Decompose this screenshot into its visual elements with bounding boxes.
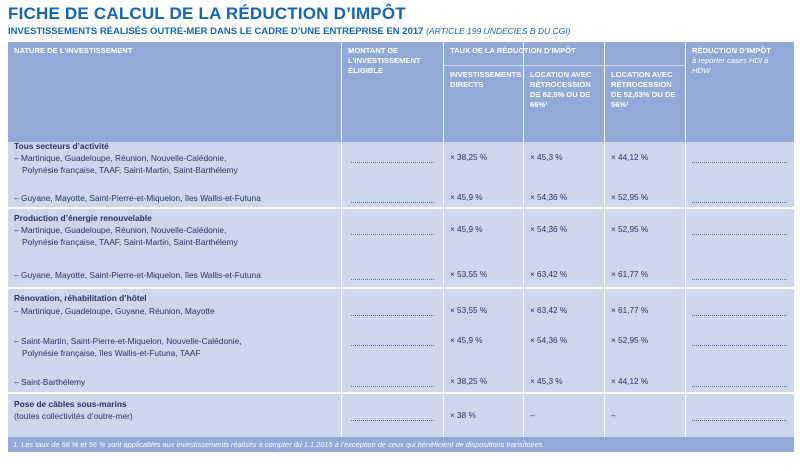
rate-location-5263: –	[611, 411, 616, 420]
reduction-field[interactable]	[692, 234, 787, 235]
header-reduction: RÉDUCTION D’IMPÔT à reporter cases HDI à…	[686, 42, 794, 142]
reduction-field[interactable]	[692, 386, 787, 387]
header-directs: INVESTISSEMENTS DIRECTS	[444, 66, 523, 142]
rate-directs: × 45,9 %	[450, 225, 483, 234]
amount-field[interactable]	[351, 420, 434, 421]
section-title: Tous secteurs d’activité	[14, 141, 109, 151]
amount-field[interactable]	[351, 279, 434, 280]
rate-location-625: × 45,3 %	[530, 377, 563, 386]
rate-location-5263: × 52,95 %	[611, 336, 649, 345]
rate-location-625: × 54,36 %	[530, 193, 568, 202]
row-label: – Guyane, Mayotte, Saint-Pierre-et-Mique…	[14, 193, 261, 203]
rate-location-5263: × 44,12 %	[611, 377, 649, 386]
page-title: FICHE DE CALCUL DE LA RÉDUCTION D’IMPÔT	[8, 4, 406, 23]
row-label: (toutes collectivités d’outre-mer)	[14, 411, 133, 421]
rate-directs: × 38,25 %	[450, 377, 488, 386]
rate-location-625: × 63,42 %	[530, 270, 568, 279]
reduction-field[interactable]	[692, 202, 787, 203]
header-montant: MONTANT DE L’INVESTISSEMENT ÉLIGIBLE	[342, 42, 443, 142]
reduction-field[interactable]	[692, 162, 787, 163]
header-location-5263: LOCATION AVEC RÉTROCESSION DE 52,63% OU …	[605, 66, 685, 142]
amount-field[interactable]	[351, 345, 434, 346]
row-label: – Martinique, Guadeloupe, Réunion, Nouve…	[14, 153, 227, 163]
rate-directs: × 53,55 %	[450, 306, 488, 315]
header-taux: TAUX DE LA RÉDUCTION D’IMPÔT	[444, 42, 685, 65]
calculation-table: NATURE DE L’INVESTISSEMENT MONTANT DE L’…	[8, 42, 794, 452]
rate-location-625: × 45,3 %	[530, 153, 563, 162]
header-location-625: LOCATION AVEC RÉTROCESSION DE 62,5% OU D…	[524, 66, 604, 142]
row-label: – Saint-Martin, Saint-Pierre-et-Miquelon…	[14, 336, 242, 346]
row-label: Polynésie française, TAAF, Saint-Martin,…	[22, 165, 238, 175]
section-title: Pose de câbles sous-marins	[14, 399, 127, 409]
reduction-field[interactable]	[692, 420, 787, 421]
header-nature: NATURE DE L’INVESTISSEMENT	[8, 42, 341, 142]
row-label: – Saint-Barthélemy	[14, 377, 86, 387]
page-subtitle: INVESTISSEMENTS RÉALISÉS OUTRE-MER DANS …	[8, 26, 570, 37]
footnote: 1. Les taux de 66 % et 56 % sont applica…	[8, 437, 794, 452]
section-title: Production d’énergie renouvelable	[14, 213, 152, 223]
amount-field[interactable]	[351, 202, 434, 203]
reduction-field[interactable]	[692, 315, 787, 316]
amount-field[interactable]	[351, 234, 434, 235]
rate-directs: × 38,25 %	[450, 153, 488, 162]
rate-location-5263: × 52,95 %	[611, 193, 649, 202]
row-label: Polynésie française, îles Wallis-et-Futu…	[22, 348, 201, 358]
amount-field[interactable]	[351, 386, 434, 387]
rate-directs: × 38 %	[450, 411, 476, 420]
row-label: – Martinique, Guadeloupe, Réunion, Nouve…	[14, 225, 227, 235]
rate-location-5263: × 52,95 %	[611, 225, 649, 234]
reduction-field[interactable]	[692, 279, 787, 280]
rate-location-625: × 54,36 %	[530, 225, 568, 234]
subtitle-text: INVESTISSEMENTS RÉALISÉS OUTRE-MER DANS …	[8, 26, 424, 37]
row-label: – Martinique, Guadeloupe, Guyane, Réunio…	[14, 306, 215, 316]
reduction-field[interactable]	[692, 345, 787, 346]
rate-directs: × 53,55 %	[450, 270, 488, 279]
amount-field[interactable]	[351, 315, 434, 316]
rate-location-625: × 54,36 %	[530, 336, 568, 345]
row-label: Polynésie française, TAAF, Saint-Martin,…	[22, 237, 238, 247]
amount-field[interactable]	[351, 162, 434, 163]
header-reduction-note: à reporter cases HDI à HDW	[692, 56, 769, 75]
rate-location-5263: × 44,12 %	[611, 153, 649, 162]
rate-location-5263: × 61,77 %	[611, 270, 649, 279]
rate-directs: × 45,9 %	[450, 193, 483, 202]
rate-location-625: × 63,42 %	[530, 306, 568, 315]
rate-location-625: –	[530, 411, 535, 420]
section-title: Rénovation, réhabilitation d’hôtel	[14, 293, 147, 303]
rate-directs: × 45,9 %	[450, 336, 483, 345]
rate-location-5263: × 61,77 %	[611, 306, 649, 315]
row-label: – Guyane, Mayotte, Saint-Pierre-et-Mique…	[14, 270, 261, 280]
subtitle-reference: (ARTICLE 199 UNDECIES B DU CGI)	[426, 26, 571, 36]
